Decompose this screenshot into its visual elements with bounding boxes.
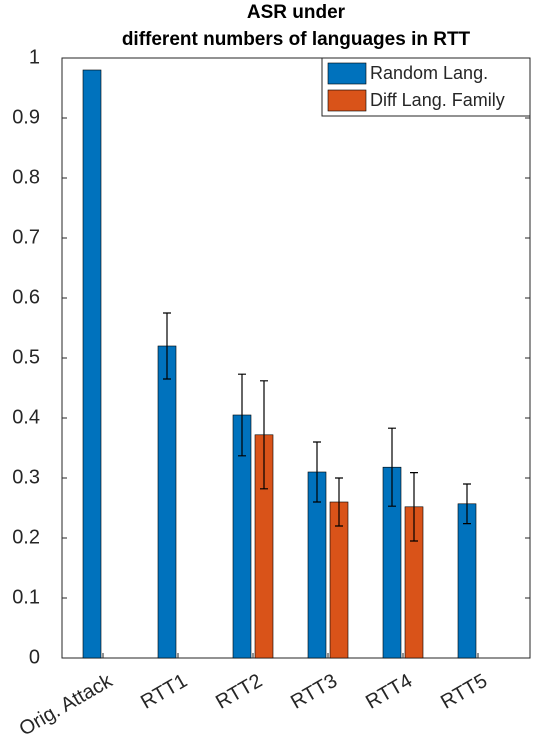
y-tick-label: 0.4	[12, 406, 40, 428]
bar	[157, 345, 177, 659]
legend-swatch	[327, 62, 367, 85]
x-tick-label: RTT3	[287, 670, 341, 714]
y-tick-label: 0.3	[12, 466, 40, 488]
error-bar	[260, 380, 268, 490]
error-bar	[463, 483, 471, 525]
x-tick-label: RTT2	[212, 670, 266, 714]
x-tick-label: RTT4	[362, 670, 416, 714]
x-tick-label: RTT5	[437, 670, 491, 714]
plot-frame	[61, 57, 531, 659]
y-tick-label: 1	[29, 46, 40, 68]
y-tick-label: 0.7	[12, 226, 40, 248]
x-tick-label: Orig. Attack	[16, 669, 117, 740]
chart-title: different numbers of languages in RTT	[122, 29, 471, 50]
y-tick-label: 0	[29, 646, 40, 668]
y-tick-label: 0.6	[12, 286, 40, 308]
legend-label: Diff Lang. Family	[370, 90, 505, 110]
bar	[457, 503, 477, 659]
error-bar	[335, 477, 343, 527]
y-tick-label: 0.5	[12, 346, 40, 368]
y-tick-label: 0.9	[12, 106, 40, 128]
bar	[82, 69, 102, 659]
error-bar	[163, 312, 171, 380]
error-bar	[410, 472, 418, 542]
legend-label: Random Lang.	[370, 63, 488, 83]
y-tick-label: 0.1	[12, 586, 40, 608]
legend-swatch	[327, 89, 367, 112]
error-bar	[388, 427, 396, 507]
error-bar	[238, 373, 246, 457]
y-tick-label: 0.2	[12, 526, 40, 548]
error-bar	[313, 441, 321, 503]
y-tick-label: 0.8	[12, 166, 40, 188]
x-tick-label: RTT1	[137, 670, 191, 714]
chart-title: ASR under	[247, 2, 346, 23]
